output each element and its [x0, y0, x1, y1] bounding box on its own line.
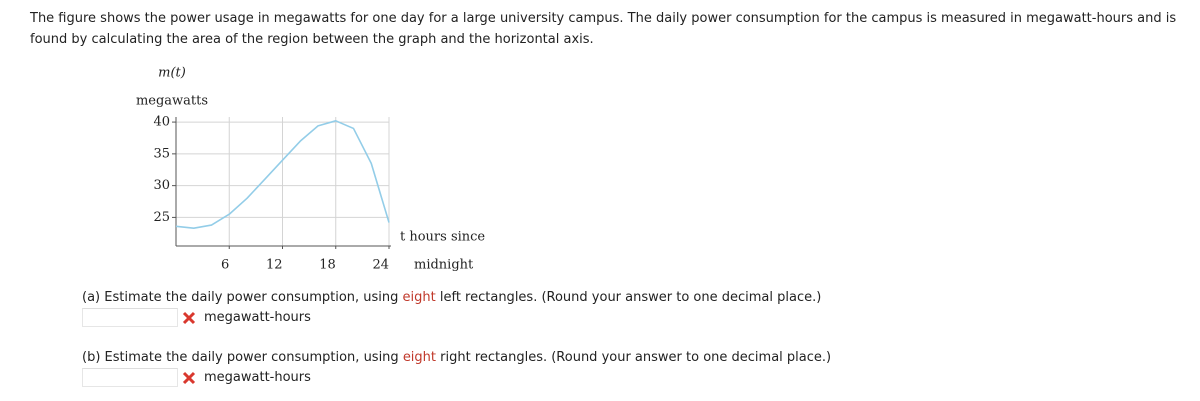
x-tick-label: 12	[266, 258, 283, 273]
line	[175, 120, 390, 230]
y-tick-label: 25	[153, 210, 170, 225]
question-text: left rectangles. (Round your answer to o…	[435, 290, 822, 305]
question: (a) Estimate the daily power consumption…	[82, 290, 821, 305]
x-tick-label: 18	[319, 258, 336, 273]
question-text: (b) Estimate the daily power consumption…	[82, 350, 403, 365]
unit: megawatt-hours	[204, 310, 311, 325]
intro-text: The figure shows the power usage in mega…	[30, 11, 1177, 47]
x-label: t hours since	[400, 230, 485, 245]
x-label: midnight	[414, 258, 474, 273]
question-text: right rectangles. (Round your answer to …	[436, 350, 832, 365]
y-tick-label: 30	[153, 178, 170, 193]
answer-row: megawatt-hours	[82, 368, 831, 387]
answer-input[interactable]	[82, 368, 178, 387]
part-b: (b) Estimate the daily power consumption…	[82, 350, 831, 387]
y-tick-label: 40	[153, 115, 170, 130]
incorrect-icon	[182, 371, 196, 384]
x-tick-label: 6	[221, 258, 229, 273]
y-label-unit: megawatts	[136, 94, 208, 109]
answer-row: megawatt-hours	[82, 308, 821, 327]
highlight: eight	[402, 290, 436, 305]
highlight: eight	[402, 350, 437, 365]
question-text: (a) Estimate the daily power consumption…	[82, 290, 403, 305]
part-a: (a) Estimate the daily power consumption…	[82, 290, 821, 327]
question: (b) Estimate the daily power consumption…	[82, 350, 831, 365]
x-tick-label: 24	[372, 258, 389, 273]
chart: m(t) megawatts t hours since midnight 25…	[136, 66, 485, 273]
incorrect-icon	[182, 311, 196, 324]
answer-input[interactable]	[82, 308, 178, 327]
y-label-function: m(t)	[158, 66, 186, 81]
unit: megawatt-hours	[204, 370, 311, 385]
y-tick-label: 35	[153, 146, 170, 161]
